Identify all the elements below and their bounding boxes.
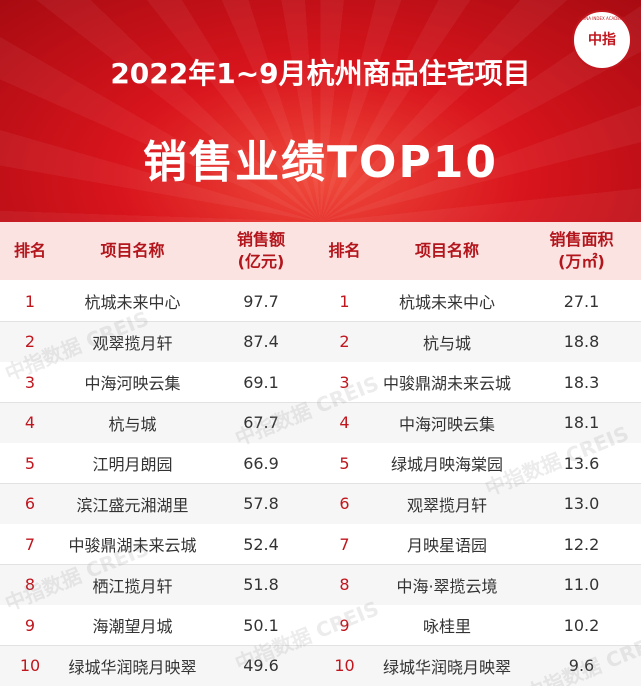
- rank-cell: 6: [339, 494, 350, 513]
- name-cell: 杭城未来中心: [84, 293, 181, 312]
- name-cell: 杭与城: [422, 333, 471, 353]
- value-cell: 10.2: [563, 615, 600, 635]
- value-cell: 18.8: [563, 332, 600, 351]
- value-cell: 18.1: [563, 413, 600, 432]
- column-header: 项目名称: [60, 222, 205, 280]
- rank-cell: 1: [24, 291, 36, 311]
- table-row: [0, 605, 641, 646]
- rank-cell: 10: [334, 656, 355, 675]
- logo: CHINA INDEX ACADEMY 中指: [572, 10, 632, 70]
- header-label: 排名: [328, 241, 361, 260]
- table-row: [0, 281, 641, 322]
- logo-ring: CHINA INDEX ACADEMY: [578, 16, 626, 21]
- name-cell: 咏桂里: [422, 617, 471, 636]
- rank-cell: 4: [339, 413, 350, 432]
- value-cell: 67.7: [243, 413, 279, 432]
- name-cell: 月映星语园: [406, 536, 487, 555]
- name-cell: 绿城华润晓月映翠: [382, 657, 511, 677]
- column-header: 销售面积 (万㎡): [522, 222, 641, 280]
- table-row: [0, 321, 641, 363]
- name-cell: 绿城月映海棠园: [390, 455, 503, 474]
- rank-cell: 8: [24, 575, 36, 594]
- rays: [0, 0, 641, 222]
- value-cell: 27.1: [563, 291, 600, 311]
- value-cell: 18.3: [563, 372, 600, 392]
- header-banner: 2022年1~9月杭州商品住宅项目 销售业绩TOP10 CHINA INDEX …: [0, 0, 641, 222]
- value-cell: 13.0: [563, 494, 600, 513]
- table-row: [0, 362, 641, 403]
- value-cell: 52.4: [243, 534, 279, 554]
- column-header: 排名: [317, 222, 372, 280]
- rank-cell: 5: [24, 453, 36, 473]
- header-label: 项目名称: [414, 241, 479, 260]
- table-row: [0, 645, 641, 686]
- name-cell: 中海河映云集: [84, 374, 181, 393]
- name-cell: 中海河映云集: [398, 414, 495, 434]
- rank-cell: 7: [339, 534, 350, 554]
- title-line1: 2022年1~9月杭州商品住宅项目: [110, 57, 531, 90]
- rank-cell: 3: [24, 372, 36, 392]
- name-cell: 绿城华润晓月映翠: [68, 657, 197, 677]
- value-cell: 97.7: [243, 291, 279, 311]
- column-header: 销售额 (亿元): [205, 222, 317, 280]
- value-cell: 50.1: [243, 615, 279, 635]
- header-unit: (亿元): [237, 252, 285, 271]
- value-cell: 69.1: [243, 372, 279, 392]
- rank-cell: 4: [24, 413, 36, 432]
- table-header-bg: [0, 222, 641, 280]
- name-cell: 观翠揽月轩: [92, 333, 173, 353]
- name-cell: 杭城未来中心: [398, 293, 495, 312]
- rank-cell: 2: [24, 332, 36, 351]
- name-cell: 栖江揽月轩: [92, 576, 173, 596]
- rank-cell: 7: [24, 534, 36, 554]
- name-cell: 江明月朗园: [92, 455, 173, 474]
- value-cell: 12.2: [563, 534, 600, 554]
- table-row: [0, 564, 641, 606]
- rank-cell: 2: [339, 332, 350, 351]
- name-cell: 中海·翠揽云境: [396, 576, 498, 596]
- value-cell: 9.6: [568, 656, 595, 675]
- rank-cell: 3: [339, 372, 350, 392]
- name-cell: 中骏鼎湖未来云城: [382, 374, 511, 393]
- value-cell: 49.6: [243, 656, 279, 675]
- name-cell: 观翠揽月轩: [406, 495, 487, 515]
- header-label: 项目名称: [100, 241, 165, 260]
- value-cell: 51.8: [243, 575, 279, 594]
- header-unit: (万㎡): [558, 252, 605, 271]
- name-cell: 海潮望月城: [92, 617, 173, 636]
- rank-cell: 6: [24, 494, 36, 513]
- column-header: 项目名称: [372, 222, 522, 280]
- rank-cell: 9: [24, 615, 36, 635]
- rank-cell: 9: [339, 615, 350, 635]
- header-label: 销售额: [236, 230, 285, 249]
- name-cell: 中骏鼎湖未来云城: [68, 536, 197, 555]
- value-cell: 13.6: [563, 453, 600, 473]
- title-line2: 销售业绩TOP10: [143, 137, 498, 188]
- rank-cell: 1: [339, 291, 350, 311]
- header-label: 销售面积: [549, 230, 614, 249]
- rank-cell: 8: [339, 575, 350, 594]
- value-cell: 11.0: [563, 575, 600, 594]
- value-cell: 87.4: [243, 332, 279, 351]
- value-cell: 57.8: [243, 494, 279, 513]
- value-cell: 66.9: [243, 453, 279, 473]
- rank-cell: 5: [339, 453, 350, 473]
- column-header: 排名: [0, 222, 60, 280]
- logo-main: 中指: [588, 32, 616, 48]
- name-cell: 杭与城: [108, 414, 157, 434]
- rank-cell: 10: [19, 656, 41, 675]
- name-cell: 滨江盛元湘湖里: [76, 495, 189, 515]
- header-label: 排名: [13, 241, 46, 260]
